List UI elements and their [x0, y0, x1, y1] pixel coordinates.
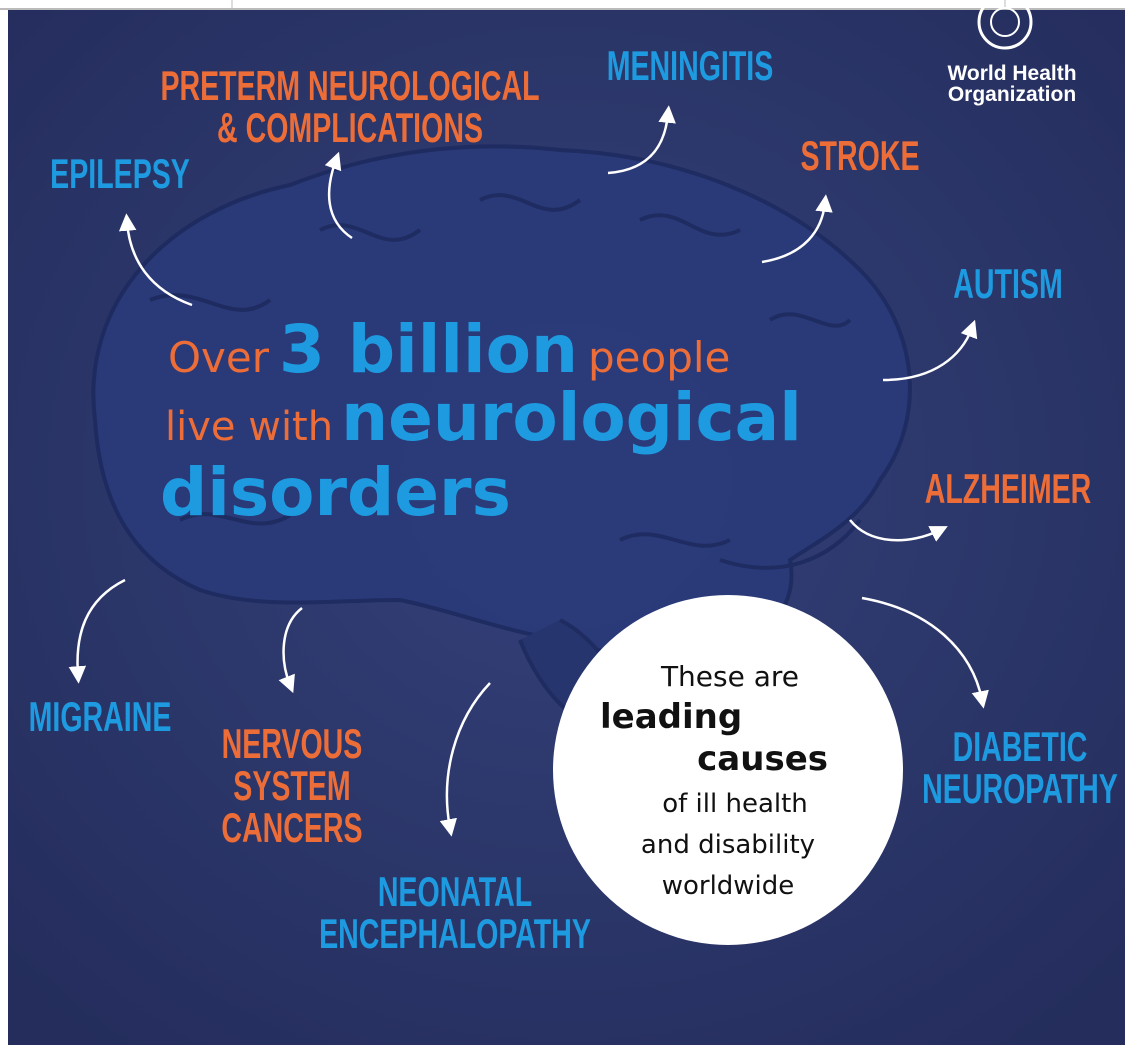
- callout-emphasis: leading: [600, 697, 742, 737]
- logo-text: World Health: [947, 62, 1076, 85]
- headline-emphasis: neurological: [341, 379, 802, 456]
- callout-text: worldwide: [662, 871, 795, 901]
- condition-label: PRETERM NEUROLOGICAL: [160, 61, 539, 109]
- condition-label: ALZHEIMER: [925, 464, 1092, 512]
- callout-emphasis: causes: [697, 739, 828, 779]
- callout-text: and disability: [641, 830, 815, 860]
- condition-label: STROKE: [801, 131, 920, 179]
- callout: These are leading causes of ill health a…: [553, 595, 903, 945]
- condition-label: & COMPLICATIONS: [217, 103, 483, 151]
- callout-text: These are: [660, 660, 799, 693]
- condition-label: AUTISM: [953, 259, 1062, 307]
- condition-label: CANCERS: [221, 803, 362, 851]
- page: World Health Organization Over3 billionp…: [0, 0, 1125, 1051]
- headline-word: people: [588, 333, 730, 382]
- headline-word: Over: [168, 333, 270, 382]
- infographic: World Health Organization Over3 billionp…: [0, 0, 1125, 1051]
- logo-text: Organization: [948, 83, 1076, 106]
- condition-label: MENINGITIS: [607, 41, 774, 89]
- condition-label: DIABETIC: [953, 722, 1088, 770]
- headline-word: live with: [165, 404, 333, 450]
- condition-label: SYSTEM: [233, 761, 350, 809]
- condition-label: NERVOUS: [222, 719, 363, 767]
- condition-label: NEUROPATHY: [922, 764, 1118, 812]
- callout-text: of ill health: [662, 789, 808, 819]
- condition-label: MIGRAINE: [29, 692, 172, 740]
- headline-emphasis: 3 billion: [279, 311, 578, 388]
- condition-label: ENCEPHALOPATHY: [319, 909, 591, 957]
- headline-emphasis: disorders: [160, 454, 511, 531]
- condition-label: EPILEPSY: [50, 149, 190, 197]
- condition-label: NEONATAL: [378, 867, 532, 915]
